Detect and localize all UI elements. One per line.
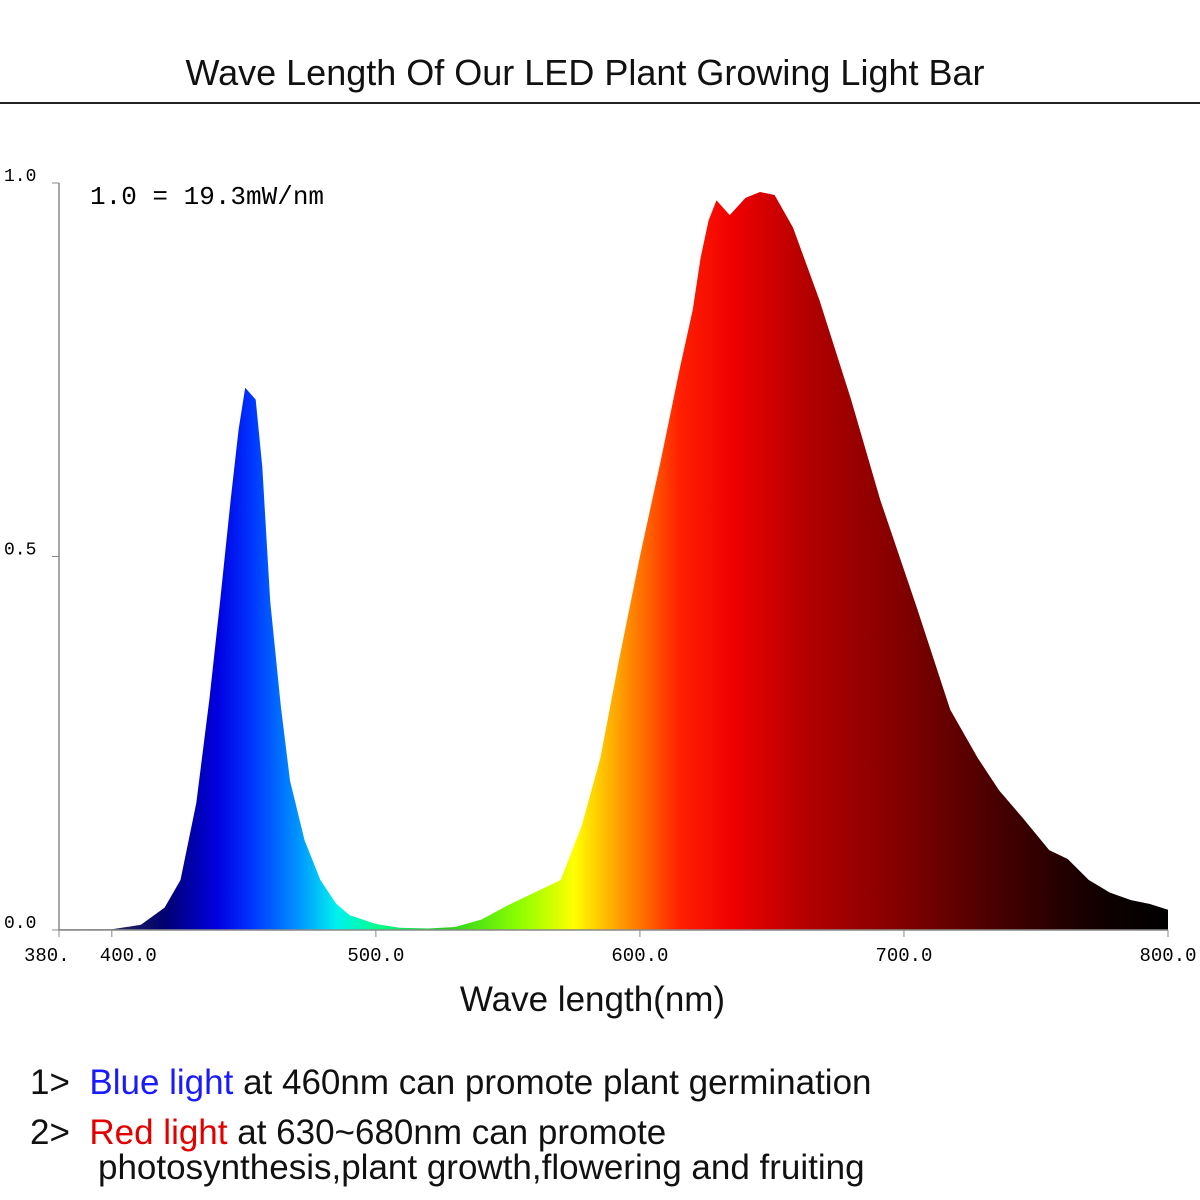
y-tick-label: 0.5: [4, 541, 36, 561]
note-blue-light: 1> Blue light at 460nm can promote plant…: [30, 1063, 872, 1103]
note-red-light: 2> Red light at 630~680nm can promote: [30, 1113, 666, 1153]
x-tick-label: 500.0: [347, 945, 404, 967]
note-red-light-continued: photosynthesis,plant growth,flowering an…: [98, 1148, 865, 1187]
y-tick-label: 1.0: [4, 167, 36, 187]
chart-title: Wave Length Of Our LED Plant Growing Lig…: [185, 52, 985, 93]
x-tick-label: 400.0: [100, 945, 157, 967]
y-tick-label: 0.0: [4, 914, 36, 934]
x-axis-label: Wave length(nm): [459, 980, 726, 1019]
x-tick-label: 800.0: [1139, 945, 1196, 967]
x-tick-label: 700.0: [875, 945, 932, 967]
note-text: at 460nm can promote plant germination: [233, 1063, 872, 1102]
note-prefix: 1>: [30, 1063, 70, 1102]
annotation: 1.0 = 19.3mW/nm: [90, 182, 324, 212]
blue-light-label: Blue light: [89, 1063, 234, 1102]
title-divider: [0, 102, 1200, 104]
note-prefix: 2>: [30, 1113, 70, 1152]
spectrum-area: [59, 192, 1168, 930]
note-text: at 630~680nm can promote: [227, 1113, 667, 1152]
x-tick-label: 380.: [24, 945, 70, 967]
x-tick-label: 600.0: [611, 945, 668, 967]
red-light-label: Red light: [89, 1113, 228, 1152]
spectrum-chart: 1.0 = 19.3mW/nm 380. 400.0 500.0 600.0 700.0…: [4, 167, 1197, 967]
